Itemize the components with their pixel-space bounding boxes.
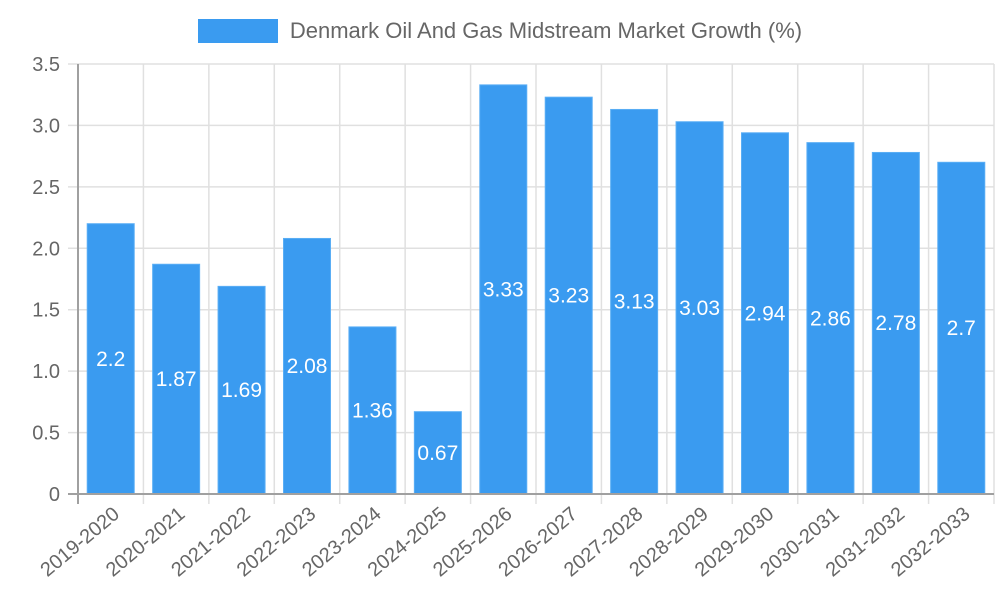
bar[interactable] bbox=[283, 237, 331, 495]
bar[interactable] bbox=[741, 132, 789, 495]
bar-value-label: 2.78 bbox=[875, 312, 916, 335]
grid-lines bbox=[68, 63, 995, 504]
axes bbox=[68, 64, 994, 504]
y-tick-label: 3.5 bbox=[32, 54, 60, 76]
bar-value-label: 1.36 bbox=[352, 399, 393, 422]
y-tick-label: 1.0 bbox=[32, 361, 60, 383]
bar[interactable] bbox=[152, 263, 201, 495]
bar-value-label: 2.86 bbox=[810, 307, 851, 330]
bar[interactable] bbox=[86, 223, 135, 495]
y-tick-label: 3.0 bbox=[32, 115, 60, 137]
y-tick-label: 2.5 bbox=[32, 177, 60, 199]
bar-value-label: 2.94 bbox=[745, 302, 786, 325]
bar[interactable] bbox=[610, 108, 659, 495]
bar-value-label: 2.7 bbox=[947, 317, 976, 340]
y-tick-label: 0 bbox=[49, 484, 60, 506]
y-axis-ticks: 0 0.5 1.0 1.5 2.0 2.5 3.0 3.5 bbox=[32, 54, 60, 506]
y-tick-label: 0.5 bbox=[32, 423, 60, 445]
bar[interactable] bbox=[479, 84, 528, 495]
chart-legend[interactable]: Denmark Oil And Gas Midstream Market Gro… bbox=[0, 18, 1000, 44]
bar[interactable] bbox=[217, 285, 266, 495]
y-tick-label: 1.5 bbox=[32, 300, 60, 322]
bar-value-label: 0.67 bbox=[417, 442, 458, 465]
bar-value-label: 3.03 bbox=[679, 297, 720, 320]
bar[interactable] bbox=[806, 142, 855, 495]
bar-value-label: 3.23 bbox=[548, 285, 589, 308]
bar-value-label: 3.33 bbox=[483, 278, 524, 301]
value-labels: 2.2 1.87 1.69 2.08 1.36 0.67 3.33 3.23 3.13 3.03 2… bbox=[96, 278, 976, 464]
bar[interactable] bbox=[544, 96, 593, 495]
x-axis-ticks: 2019-20202020-20212021-20222022-20232023… bbox=[37, 503, 975, 581]
bar[interactable] bbox=[871, 151, 920, 495]
legend-swatch bbox=[197, 19, 278, 43]
bar-value-label: 3.13 bbox=[614, 291, 655, 314]
bar[interactable] bbox=[675, 121, 724, 495]
bar[interactable] bbox=[937, 161, 986, 495]
y-tick-label: 2.0 bbox=[32, 238, 60, 260]
bar-value-label: 1.87 bbox=[156, 368, 197, 391]
bar-value-label: 1.69 bbox=[221, 379, 262, 402]
bar-value-label: 2.08 bbox=[287, 355, 328, 378]
legend-label: Denmark Oil And Gas Midstream Market Gro… bbox=[289, 18, 803, 43]
bar[interactable] bbox=[413, 411, 462, 495]
bars bbox=[86, 84, 986, 495]
bar-value-label: 2.2 bbox=[96, 348, 125, 371]
